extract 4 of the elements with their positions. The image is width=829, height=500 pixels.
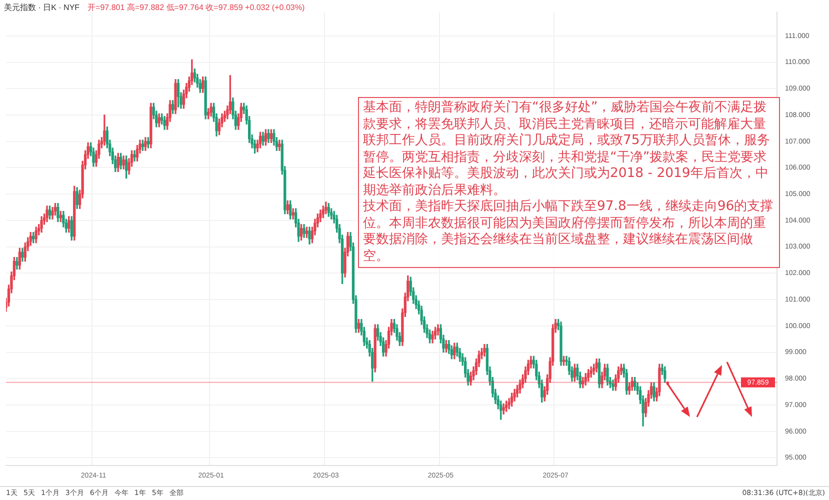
annotation: 技术面，美指昨天探底回抽后小幅下跌至97.8一线，继续走向96的支撑位。本周非农数据很可能因为美国政府停摆而暂停发布，所以本周的重要数据消除，美指还会继续在当前区域盘整，建议继续在震荡区间做空。 — [363, 199, 774, 265]
annotation: 基本面，特朗普称政府关门有“很多好处”，威胁若国会午夜前不满足拨款要求，将罢免联邦人员、取消民主党青睐项目，还暗示可能解雇大量联邦工作人员。目前政府关门几成定局，或致75万联邦人员暂休，服务暂停。两党互相指责，分歧深刻，共和党提“干净”拨款案，民主党要求延长医保补贴等。美股波动，此次关门或为2018 - 2019年后首次，中期选举前政治后果难料。 — [363, 100, 771, 199]
chart-subtitle: 开=97.801 高=97.882 低=97.764 收=97.859 +0.032 (+0.03%) — [88, 3, 305, 12]
chart-title: 美元指数 · 日K · NYF — [4, 3, 80, 12]
